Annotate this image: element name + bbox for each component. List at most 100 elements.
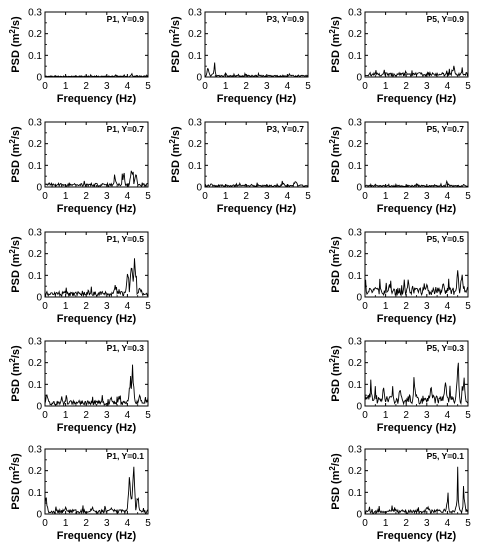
psd-panel: 0 1 2 3 4 5 0 0.1 0.2 0.3 Frequency (Hz) PSD (m2/s)…	[8, 337, 151, 435]
y-axis-title: PSD (m2/s)	[168, 16, 182, 73]
y-axis-title: PSD (m2/s)	[8, 345, 22, 402]
psd-panel: 0 1 2 3 4 5 0 0.1 0.2 0.3 Frequency (Hz) PSD (m2/s)…	[328, 228, 471, 326]
y-tick-label: 0.2	[188, 139, 202, 150]
panel-label: P5, Y=0.5	[427, 234, 465, 244]
x-tick-label: 0	[42, 81, 48, 92]
y-tick-label: 0.1	[28, 161, 42, 172]
y-tick-label: 0.1	[348, 488, 362, 499]
y-axis-title: PSD (m2/s)	[328, 236, 342, 293]
x-tick-label: 5	[145, 410, 151, 421]
panel-label: P3, Y=0.9	[267, 14, 305, 24]
y-tick-label: 0.2	[348, 358, 362, 369]
y-tick-label: 0.3	[348, 445, 362, 456]
y-tick-label: 0.2	[188, 29, 202, 40]
x-tick-label: 2	[403, 410, 409, 421]
x-tick-label: 1	[223, 81, 229, 92]
x-tick-label: 4	[445, 301, 451, 312]
y-tick-label: 0.1	[28, 271, 42, 282]
x-tick-label: 1	[383, 410, 389, 421]
x-tick-label: 0	[42, 191, 48, 202]
psd-series-line	[204, 180, 309, 188]
x-tick-label: 5	[465, 191, 471, 202]
y-tick-label: 0	[356, 402, 362, 413]
x-tick-label: 5	[145, 301, 151, 312]
psd-series-line	[44, 72, 149, 78]
x-tick-label: 1	[63, 81, 69, 92]
x-tick-label: 3	[424, 81, 430, 92]
y-axis-title: PSD (m2/s)	[168, 126, 182, 183]
x-tick-label: 4	[125, 518, 131, 529]
x-tick-label: 1	[63, 518, 69, 529]
x-tick-label: 5	[465, 518, 471, 529]
x-tick-label: 4	[445, 191, 451, 202]
y-tick-label: 0.2	[28, 29, 42, 40]
x-tick-label: 5	[465, 410, 471, 421]
psd-series-line	[204, 62, 309, 78]
x-tick-label: 0	[362, 81, 368, 92]
y-tick-label: 0.3	[188, 8, 202, 19]
y-axis-title: PSD (m2/s)	[328, 453, 342, 510]
x-tick-label: 5	[465, 81, 471, 92]
y-tick-label: 0	[36, 293, 42, 304]
y-tick-label: 0.2	[28, 139, 42, 150]
x-tick-label: 0	[362, 191, 368, 202]
x-tick-label: 2	[83, 191, 89, 202]
x-tick-label: 5	[145, 518, 151, 529]
x-tick-label: 0	[42, 301, 48, 312]
psd-panel: 0 1 2 3 4 5 0 0.1 0.2 0.3 Frequency (Hz) PSD (m2/s)…	[328, 8, 471, 106]
y-axis-title: PSD (m2/s)	[8, 126, 22, 183]
x-tick-label: 2	[403, 191, 409, 202]
x-axis-title: Frequency (Hz)	[377, 203, 457, 215]
y-tick-label: 0.1	[348, 161, 362, 172]
y-tick-label: 0	[196, 73, 202, 84]
x-tick-label: 4	[445, 518, 451, 529]
x-tick-label: 4	[125, 191, 131, 202]
psd-panel: 0 1 2 3 4 5 0 0.1 0.2 0.3 Frequency (Hz) PSD (m2/s)…	[328, 337, 471, 435]
psd-panel: 0 1 2 3 4 5 0 0.1 0.2 0.3 Frequency (Hz) PSD (m2/s)…	[168, 8, 311, 106]
psd-series-line	[364, 179, 469, 188]
psd-panel: 0 1 2 3 4 5 0 0.1 0.2 0.3 Frequency (Hz) PSD (m2/s)…	[8, 228, 151, 326]
y-tick-label: 0	[356, 183, 362, 194]
x-axis-title: Frequency (Hz)	[57, 203, 137, 215]
x-tick-label: 3	[264, 191, 270, 202]
x-tick-label: 0	[362, 410, 368, 421]
y-tick-label: 0	[36, 402, 42, 413]
x-axis-title: Frequency (Hz)	[217, 93, 297, 105]
x-axis-title: Frequency (Hz)	[377, 313, 457, 325]
psd-series-line	[44, 364, 149, 407]
y-tick-label: 0	[196, 183, 202, 194]
x-tick-label: 1	[383, 81, 389, 92]
panel-label: P1, Y=0.3	[107, 343, 145, 353]
x-tick-label: 4	[125, 410, 131, 421]
panel-label: P1, Y=0.9	[107, 14, 145, 24]
y-tick-label: 0	[356, 293, 362, 304]
y-tick-label: 0.1	[348, 380, 362, 391]
y-tick-label: 0.1	[28, 380, 42, 391]
y-axis-title: PSD (m2/s)	[8, 236, 22, 293]
x-tick-label: 0	[42, 410, 48, 421]
x-axis-title: Frequency (Hz)	[217, 203, 297, 215]
psd-panel: 0 1 2 3 4 5 0 0.1 0.2 0.3 Frequency (Hz) PSD (m2/s)…	[328, 445, 471, 543]
x-tick-label: 2	[403, 81, 409, 92]
y-tick-label: 0.3	[28, 337, 42, 348]
psd-series-line	[364, 362, 469, 406]
x-tick-label: 2	[83, 81, 89, 92]
y-tick-label: 0.3	[348, 118, 362, 129]
x-tick-label: 3	[424, 191, 430, 202]
psd-panel: 0 1 2 3 4 5 0 0.1 0.2 0.3 Frequency (Hz) PSD (m2/s)…	[8, 8, 151, 106]
panel-label: P1, Y=0.1	[107, 451, 145, 461]
x-tick-label: 0	[202, 191, 208, 202]
y-axis-title: PSD (m2/s)	[328, 16, 342, 73]
y-tick-label: 0.1	[28, 51, 42, 62]
y-tick-label: 0.2	[348, 139, 362, 150]
x-tick-label: 1	[63, 410, 69, 421]
y-tick-label: 0.1	[28, 488, 42, 499]
x-axis-title: Frequency (Hz)	[377, 93, 457, 105]
y-tick-label: 0	[36, 73, 42, 84]
x-tick-label: 0	[42, 518, 48, 529]
y-axis-title: PSD (m2/s)	[8, 453, 22, 510]
x-tick-label: 5	[145, 191, 151, 202]
x-tick-label: 2	[403, 518, 409, 529]
y-tick-label: 0	[356, 73, 362, 84]
